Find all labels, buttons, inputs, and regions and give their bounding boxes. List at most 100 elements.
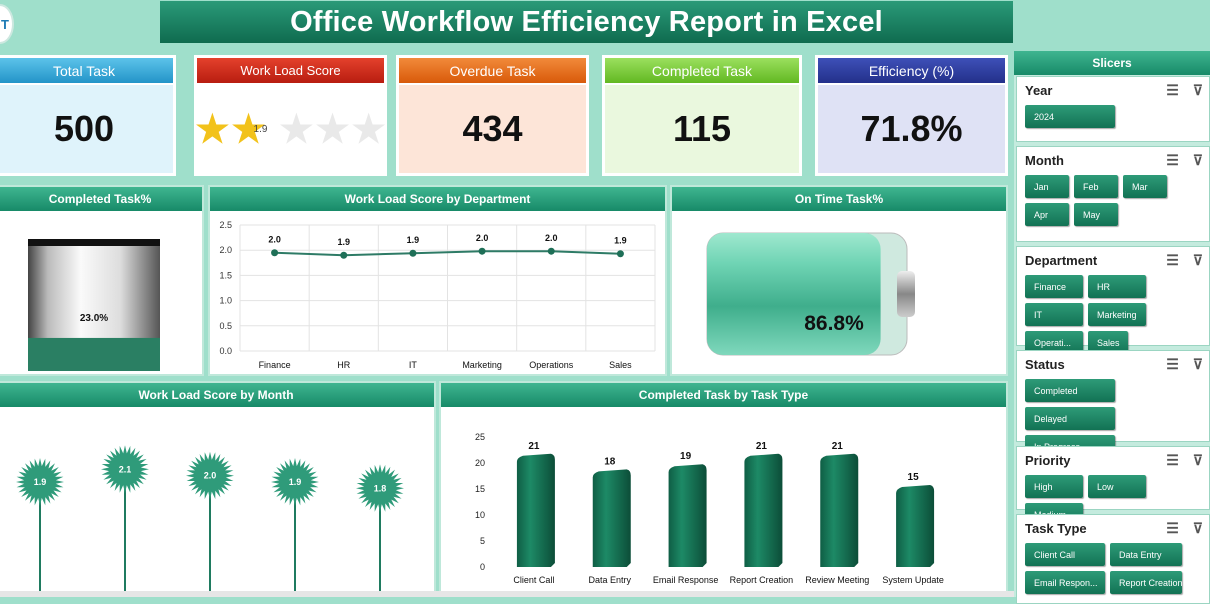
workload-by-dept-title: Work Load Score by Department: [210, 187, 665, 211]
slicer-button[interactable]: Report Creation: [1110, 571, 1182, 594]
on-time-value: 86.8%: [804, 312, 864, 335]
slicer-button[interactable]: Email Respon...: [1025, 571, 1105, 594]
data-label: 1.8: [374, 483, 387, 493]
data-label: 1.9: [407, 235, 420, 245]
multi-select-icon[interactable]: ☰: [1166, 356, 1179, 372]
data-label: 1.9: [289, 477, 302, 487]
series-line: [274, 250, 621, 257]
bar[interactable]: [516, 453, 555, 567]
slicer-panel-title: Slicers: [1014, 51, 1210, 75]
bar[interactable]: [744, 453, 783, 567]
multi-select-icon[interactable]: ☰: [1166, 252, 1179, 268]
data-point[interactable]: [340, 251, 348, 259]
slicer-button[interactable]: Low: [1088, 475, 1146, 498]
multi-select-icon[interactable]: ☰: [1166, 520, 1179, 536]
lollipop-burst-marker[interactable]: [271, 458, 319, 506]
slicer-icons: ☰ ⊽: [1166, 356, 1203, 373]
slicer-month: Month ☰ ⊽ Jan Feb Mar Apr May: [1016, 146, 1210, 242]
y-tick-label: 0.0: [219, 346, 232, 356]
slicer-button[interactable]: Apr: [1025, 203, 1069, 226]
clear-filter-icon[interactable]: ⊽: [1192, 82, 1203, 98]
bar[interactable]: [820, 453, 859, 567]
slicer-icons: ☰ ⊽: [1166, 252, 1203, 269]
slicer-button[interactable]: Marketing: [1088, 303, 1146, 326]
slicer-button[interactable]: IT: [1025, 303, 1083, 326]
y-tick-label: 2.5: [219, 220, 232, 230]
slicer-button[interactable]: Sales: [1088, 331, 1128, 354]
slicer-priority: Priority☰⊽HighLowMedium: [1016, 446, 1210, 526]
horizontal-scrollbar[interactable]: [0, 591, 1014, 597]
slicer-label: Year: [1025, 82, 1053, 98]
x-tick-label: Report Creation: [730, 575, 794, 585]
clear-filter-icon[interactable]: ⊽: [1192, 452, 1203, 468]
data-point[interactable]: [409, 249, 417, 257]
slicer-button[interactable]: 2024: [1025, 105, 1115, 128]
on-time-panel: On Time Task% 86.8%: [670, 185, 1008, 376]
slicer-button[interactable]: HR: [1088, 275, 1146, 298]
on-time-battery: 86.8%: [706, 232, 915, 356]
slicer-button[interactable]: Operati...: [1025, 331, 1083, 354]
slicer-task-type: Task Type ☰ ⊽ Client Call Data Entry Email Re…: [1016, 514, 1210, 604]
slicer-button[interactable]: High: [1025, 475, 1083, 498]
data-point[interactable]: [616, 250, 624, 258]
kpi-completed-value: 115: [605, 85, 799, 173]
slicer-label: Priority: [1025, 452, 1071, 468]
slicer-button[interactable]: Data Entry: [1110, 543, 1182, 566]
kpi-overdue-task: Overdue Task 434: [396, 55, 589, 176]
clear-filter-icon[interactable]: ⊽: [1192, 152, 1203, 168]
star-empty-icon: ★: [279, 108, 314, 151]
slicer-button[interactable]: May: [1074, 203, 1118, 226]
completed-task-pct-panel: Completed Task% 23.0%: [0, 185, 204, 376]
kpi-total-task-label: Total Task: [0, 58, 173, 83]
slicer-button[interactable]: Completed: [1025, 379, 1115, 402]
slicer-button[interactable]: Feb: [1074, 175, 1118, 198]
y-tick-label: 20: [475, 458, 485, 468]
y-tick-label: 15: [475, 484, 485, 494]
slicer-button[interactable]: Jan: [1025, 175, 1069, 198]
clear-filter-icon[interactable]: ⊽: [1192, 520, 1203, 536]
clear-filter-icon[interactable]: ⊽: [1192, 252, 1203, 268]
data-point[interactable]: [547, 247, 555, 255]
slicer-button[interactable]: Finance: [1025, 275, 1083, 298]
kpi-efficiency-value: 71.8%: [818, 85, 1005, 173]
data-label: 1.9: [614, 236, 627, 246]
slicer-icons: ☰ ⊽: [1166, 152, 1203, 169]
data-label: 2.0: [476, 233, 489, 243]
data-label: 15: [908, 472, 920, 483]
bar[interactable]: [668, 464, 707, 567]
data-point[interactable]: [478, 247, 486, 255]
y-tick-label: 0: [480, 562, 485, 572]
bar[interactable]: [896, 485, 935, 567]
x-tick-label: IT: [409, 360, 418, 370]
kpi-overdue-label: Overdue Task: [399, 58, 586, 83]
bar[interactable]: [592, 469, 631, 567]
lollipop-burst-marker[interactable]: [16, 458, 64, 506]
slicer-button[interactable]: Client Call: [1025, 543, 1105, 566]
slicer-button[interactable]: Delayed: [1025, 407, 1115, 430]
data-point[interactable]: [271, 249, 279, 257]
kpi-completed-task: Completed Task 115: [602, 55, 802, 176]
slicer-header: Priority ☰ ⊽: [1017, 447, 1209, 473]
x-tick-label: Operations: [529, 360, 574, 370]
lollipop-burst-marker[interactable]: [186, 451, 234, 500]
kpi-work-load-score: Work Load Score ★ ★ 1.9 ★ ★ ★: [194, 55, 387, 176]
lollipop-burst-marker[interactable]: [101, 445, 149, 494]
cylinder-fill: [28, 337, 160, 371]
kpi-total-task: Total Task 500: [0, 55, 176, 176]
kpi-work-load-value: 1.9: [253, 123, 268, 135]
lollipop-burst-marker[interactable]: [356, 464, 404, 513]
workload-by-month-panel: Work Load Score by Month 1.9 2.1 2.0 1.9 1.8: [0, 381, 436, 593]
kpi-work-load-label: Work Load Score: [197, 58, 384, 83]
multi-select-icon[interactable]: ☰: [1166, 152, 1179, 168]
star-rating: ★ ★ 1.9 ★ ★ ★: [195, 107, 385, 152]
slicer-button[interactable]: Mar: [1123, 175, 1167, 198]
completed-task-cylinder: 23.0%: [28, 239, 160, 371]
workload-by-month-title: Work Load Score by Month: [0, 383, 434, 407]
multi-select-icon[interactable]: ☰: [1166, 452, 1179, 468]
y-tick-label: 10: [475, 510, 485, 520]
clear-filter-icon[interactable]: ⊽: [1192, 356, 1203, 372]
completed-by-type-chart: 0 5 10 15 20 25 21 Client Call 18 Data Entry 19 Ema…: [475, 432, 944, 585]
workload-by-dept-chart: 0.0 0.5 1.0 1.5 2.0 2.5 2.0 Finance 1.9 HR 1.9 IT 2.…: [219, 220, 656, 370]
multi-select-icon[interactable]: ☰: [1166, 82, 1179, 98]
slicer-header: Department ☰ ⊽: [1017, 247, 1209, 273]
